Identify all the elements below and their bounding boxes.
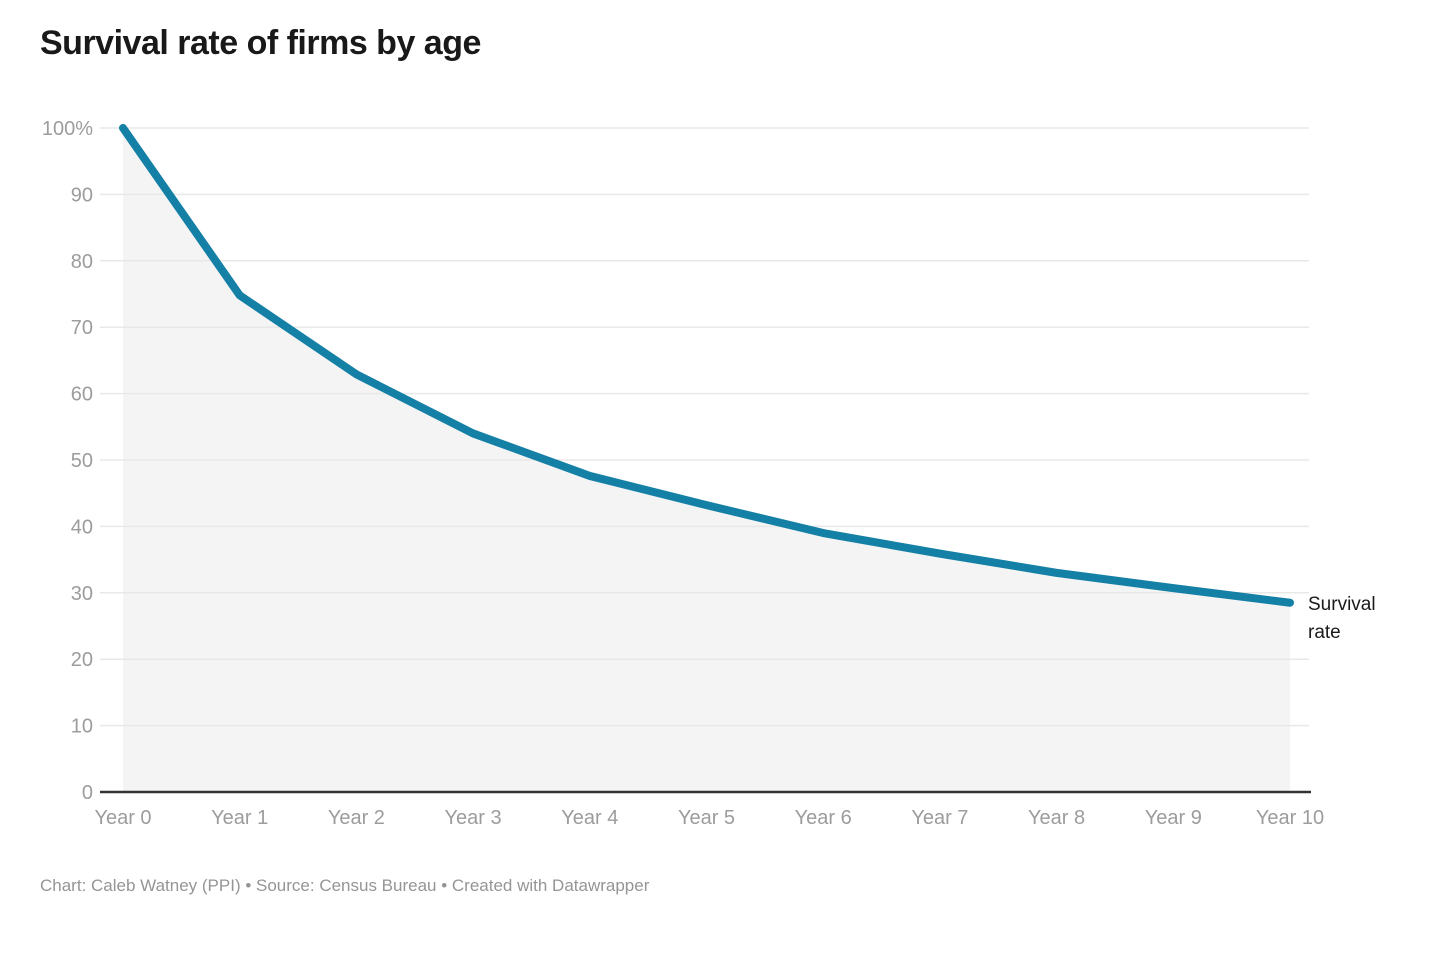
x-tick-label-6: Year 6 [795, 807, 852, 829]
x-tick-label-9: Year 9 [1145, 807, 1202, 829]
x-tick-label-1: Year 1 [211, 807, 268, 829]
series-end-label: Survival rate [1308, 594, 1376, 643]
x-tick-label-2: Year 2 [328, 807, 385, 829]
y-tick-label-100: 100% [42, 118, 93, 140]
y-tick-label-50: 50 [71, 450, 93, 472]
y-tick-label-10: 10 [71, 716, 93, 738]
survival-rate-line [119, 124, 1294, 607]
y-tick-label-40: 40 [71, 516, 93, 538]
chart-title: Survival rate of firms by age [40, 24, 481, 62]
x-tick-label-3: Year 3 [445, 807, 502, 829]
y-tick-label-70: 70 [71, 317, 93, 339]
x-tick-label-8: Year 8 [1028, 807, 1085, 829]
x-tick-label-5: Year 5 [678, 807, 735, 829]
x-tick-label-10: Year 10 [1256, 807, 1324, 829]
y-tick-label-60: 60 [71, 384, 93, 406]
y-tick-label-0: 0 [82, 782, 93, 804]
chart-footer-attribution: Chart: Caleb Watney (PPI) • Source: Cens… [40, 876, 650, 895]
x-tick-label-4: Year 4 [561, 807, 618, 829]
y-tick-label-90: 90 [71, 184, 93, 206]
y-tick-label-30: 30 [71, 583, 93, 605]
x-tick-label-7: Year 7 [911, 807, 968, 829]
series-area-fill [123, 128, 1290, 792]
y-tick-label-80: 80 [71, 251, 93, 273]
x-tick-label-0: Year 0 [94, 807, 151, 829]
y-tick-label-20: 20 [71, 649, 93, 671]
